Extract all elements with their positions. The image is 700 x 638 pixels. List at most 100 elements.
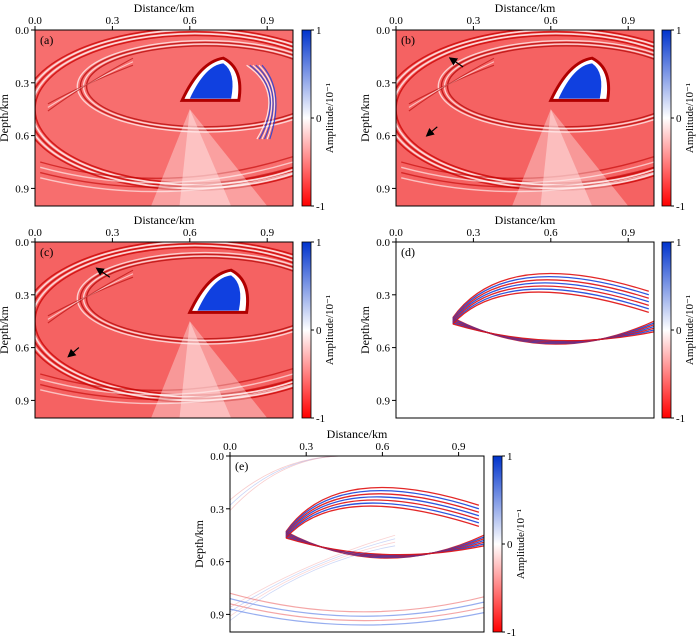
wavefront	[79, 41, 293, 132]
x-tick-label: 0.9	[260, 15, 274, 27]
wavefront	[47, 269, 134, 324]
colorbar-label: Amplitude/10⁻¹	[515, 509, 527, 579]
wavefront	[40, 156, 293, 180]
wavefront	[408, 57, 495, 112]
wavefront	[437, 39, 654, 133]
wavefront	[540, 109, 593, 206]
wavefront	[440, 41, 654, 132]
y-tick-label: 0.3	[15, 78, 29, 90]
panel-label: (d)	[401, 245, 415, 259]
colorbar-label: Amplitude/10⁻¹	[324, 83, 336, 153]
wavefront	[47, 57, 134, 112]
wavefront	[230, 534, 396, 608]
wavefront	[40, 383, 293, 405]
wavefront	[79, 253, 293, 344]
wavefield-image	[396, 30, 654, 206]
x-tick-label: 0.0	[28, 15, 42, 27]
wavefront	[255, 64, 274, 140]
plot-frame	[395, 241, 655, 419]
colorbar-label: Amplitude/10⁻¹	[684, 295, 696, 365]
wavefront	[258, 64, 276, 140]
wavefront	[230, 592, 484, 613]
wavefront	[452, 288, 649, 324]
wavefront	[85, 257, 293, 340]
panel-label: (a)	[40, 33, 53, 47]
wavefront	[285, 486, 480, 533]
y-tick-label: 0.3	[15, 290, 29, 302]
wavefront	[230, 603, 484, 622]
colorbar-tick-label: -1	[676, 201, 685, 213]
wavefront	[179, 109, 232, 206]
wavefront	[452, 323, 654, 342]
y-tick-label: 0.9	[210, 609, 224, 621]
x-tick-label: 0.6	[544, 227, 558, 239]
panel-a: 0.0 0.3 0.6 0.9 Distance/km 0.0 0.3 0.6 0.9 Depth…	[0, 1, 336, 213]
x-tick-label: 0.6	[376, 441, 390, 453]
panel-label: (c)	[40, 245, 53, 259]
y-axis-label: Depth/km	[0, 93, 11, 142]
x-axis-label: Distance/km	[495, 213, 556, 227]
wavefront	[230, 541, 396, 617]
y-tick-label: 0.9	[15, 183, 29, 195]
x-tick-label: 0.3	[106, 227, 120, 239]
wavefront	[76, 39, 293, 133]
y-tick-label: 0.6	[210, 557, 224, 569]
x-axis-label: Distance/km	[327, 427, 388, 441]
colorbar-tick-label: 1	[507, 451, 513, 463]
annotation-arrow	[67, 347, 80, 358]
wavefront	[285, 499, 480, 537]
wavefront	[230, 456, 345, 511]
wavefront	[230, 545, 396, 621]
wavefield-background	[396, 242, 654, 418]
y-tick-label: 0.9	[376, 395, 390, 407]
wavefield-image	[35, 30, 293, 206]
colorbar-tick-label: -1	[676, 413, 685, 425]
y-tick-label: 0.3	[376, 290, 390, 302]
y-tick-label: 0.3	[210, 504, 224, 516]
wavefront	[40, 161, 293, 184]
y-tick-label: 0.6	[15, 343, 29, 355]
y-axis-label: Depth/km	[192, 519, 206, 568]
y-axis-label: Depth/km	[358, 305, 372, 354]
wavefront	[189, 63, 233, 99]
y-tick-label: 0.3	[376, 78, 390, 90]
panel-c: 0.0 0.3 0.6 0.9 Distance/km 0.0 0.3 0.6 0.9 Depth…	[0, 213, 336, 425]
colorbar-tick-label: -1	[316, 201, 325, 213]
x-axis-label: Distance/km	[134, 213, 195, 227]
wavefront	[285, 505, 480, 539]
plot-frame	[229, 455, 485, 633]
wavefront	[452, 282, 649, 322]
x-tick-label: 0.9	[621, 227, 635, 239]
y-tick-label: 0.9	[15, 395, 29, 407]
wavefront	[252, 64, 273, 140]
colorbar	[301, 241, 312, 419]
colorbar	[492, 455, 503, 633]
colorbar	[661, 29, 672, 207]
wavefront	[85, 45, 293, 128]
wavefront	[285, 493, 480, 535]
x-tick-label: 0.0	[223, 441, 237, 453]
wavefield-image	[396, 242, 654, 418]
x-tick-label: 0.3	[106, 15, 120, 27]
x-tick-label: 0.0	[389, 15, 403, 27]
wavefront	[401, 166, 654, 188]
x-axis-label: Distance/km	[134, 1, 195, 15]
x-tick-label: 0.6	[544, 15, 558, 27]
x-tick-label: 0.6	[183, 15, 197, 27]
colorbar-tick-label: 0	[316, 113, 322, 125]
annotation-arrow	[95, 267, 111, 278]
wavefront	[558, 63, 602, 99]
wavefront	[446, 45, 654, 128]
x-tick-label: 0.9	[260, 227, 274, 239]
wavefront	[230, 598, 484, 617]
colorbar-tick-label: 1	[676, 25, 682, 37]
wavefront	[401, 161, 654, 184]
x-axis-label: Distance/km	[495, 1, 556, 15]
wavefront	[452, 275, 649, 320]
x-tick-label: 0.0	[389, 227, 403, 239]
wavefront	[261, 64, 277, 140]
panel-d: 0.0 0.3 0.6 0.9 Distance/km 0.0 0.3 0.6 0.9 Depth…	[358, 213, 696, 425]
wavefront	[246, 64, 270, 140]
x-tick-label: 0.9	[452, 441, 466, 453]
annotation-arrow	[448, 57, 464, 68]
